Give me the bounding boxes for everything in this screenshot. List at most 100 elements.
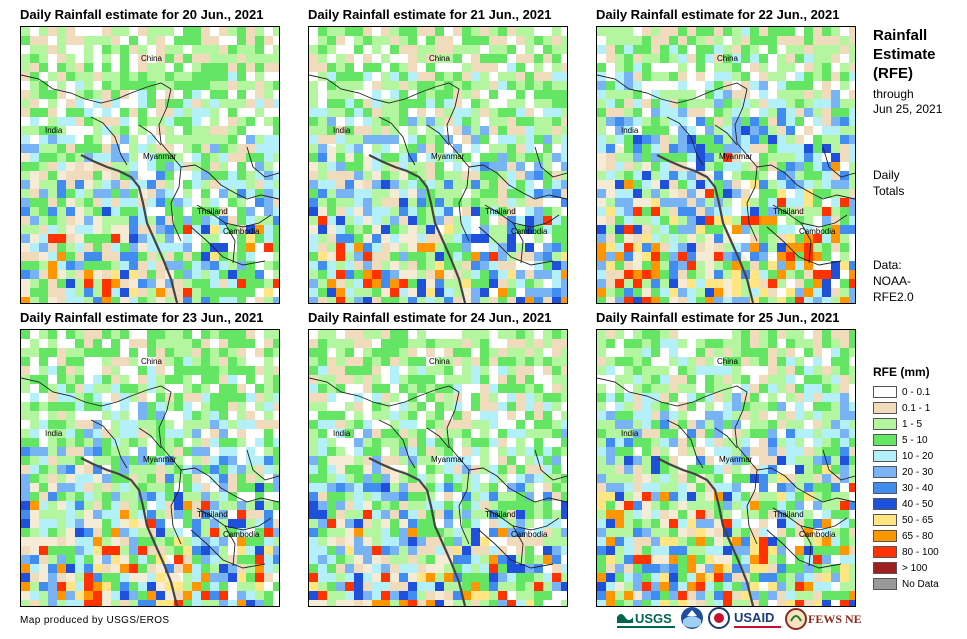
noaa-logo (681, 607, 703, 629)
map-label-cambodia: Cambodia (511, 227, 548, 236)
map-label-thailand: Thailand (197, 207, 228, 216)
legend-swatch (873, 386, 897, 398)
title-line: Estimate (873, 46, 936, 63)
map-label-china: China (717, 357, 738, 366)
map-label-cambodia: Cambodia (223, 227, 260, 236)
map-label-cambodia: Cambodia (799, 530, 836, 539)
map-label-india: India (621, 429, 639, 438)
map-label-myanmar: Myanmar (431, 455, 465, 464)
title-line: (RFE) (873, 65, 913, 82)
map-label-india: India (333, 126, 351, 135)
map-label-cambodia: Cambodia (511, 530, 548, 539)
legend-item: 50 - 65 (873, 512, 965, 528)
map-label-thailand: Thailand (485, 207, 516, 216)
legend-swatch (873, 418, 897, 430)
map-label-china: China (429, 54, 450, 63)
map-label-china: China (429, 357, 450, 366)
rainfall-field (21, 27, 279, 303)
usgs-logo-text: USGS (635, 611, 672, 626)
legend-swatch (873, 530, 897, 542)
legend: RFE (mm) 0 - 0.1 0.1 - 1 1 - 5 5 - 10 10 - 2… (873, 365, 965, 592)
legend-item: 0 - 0.1 (873, 384, 965, 400)
legend-label: 30 - 40 (902, 482, 934, 494)
legend-label: 5 - 10 (902, 434, 928, 446)
panel-title: Daily Rainfall estimate for 24 Jun., 202… (308, 310, 552, 325)
legend-item: 40 - 50 (873, 496, 965, 512)
fewsnet-logo: FEWS NET (785, 608, 861, 630)
legend-label: > 100 (902, 562, 928, 574)
source-label: NOAA- (873, 274, 912, 288)
country-borders (597, 74, 855, 303)
usaid-logo: USAID (734, 610, 781, 628)
map-label-china: China (141, 54, 162, 63)
legend-title: RFE (mm) (873, 365, 930, 379)
legend-label: No Data (902, 578, 939, 590)
map-label-myanmar: Myanmar (143, 455, 177, 464)
data-label: Data: (873, 258, 902, 272)
legend-item: 20 - 30 (873, 464, 965, 480)
sidebar-date: through Jun 25, 2021 (873, 87, 965, 117)
legend-swatch (873, 562, 897, 574)
rainfall-field (597, 330, 855, 606)
legend-swatch (873, 482, 897, 494)
legend-label: 20 - 30 (902, 466, 934, 478)
legend-label: 80 - 100 (902, 546, 939, 558)
legend-swatch (873, 498, 897, 510)
sidebar-daily: Daily Totals (873, 167, 963, 199)
map-label-myanmar: Myanmar (431, 152, 465, 161)
legend-item: > 100 (873, 560, 965, 576)
country-borders (21, 377, 279, 606)
sidebar-title: Rainfall Estimate (RFE) (873, 26, 963, 83)
legend-swatch (873, 402, 897, 414)
totals-label: Totals (873, 184, 905, 198)
country-borders (309, 74, 567, 303)
legend-swatch (873, 450, 897, 462)
title-line: Rainfall (873, 27, 928, 44)
legend-item: 80 - 100 (873, 544, 965, 560)
legend-item: No Data (873, 576, 965, 592)
legend-swatch (873, 578, 897, 590)
rainfall-field (309, 330, 567, 606)
rainfall-map: China India Myanmar Thailand Cambodia (20, 26, 280, 304)
legend-item: 10 - 20 (873, 448, 965, 464)
legend-label: 40 - 50 (902, 498, 934, 510)
daily-label: Daily (873, 168, 900, 182)
panel-title: Daily Rainfall estimate for 20 Jun., 202… (20, 7, 264, 22)
fewsnet-logo-text: FEWS NET (808, 612, 861, 626)
rainfall-map: China India Myanmar Thailand Cambodia (596, 26, 856, 304)
legend-label: 50 - 65 (902, 514, 934, 526)
legend-item: 30 - 40 (873, 480, 965, 496)
legend-swatch (873, 546, 897, 558)
map-label-thailand: Thailand (197, 510, 228, 519)
rainfall-field (21, 330, 279, 606)
sidebar-data-source: Data: NOAA- RFE2.0 (873, 257, 963, 305)
panel-title: Daily Rainfall estimate for 22 Jun., 202… (596, 7, 840, 22)
through-label: through (873, 87, 914, 101)
map-label-india: India (333, 429, 351, 438)
map-label-thailand: Thailand (773, 207, 804, 216)
legend-item: 65 - 80 (873, 528, 965, 544)
rainfall-field (309, 27, 567, 303)
rainfall-map: China India Myanmar Thailand Cambodia (596, 329, 856, 607)
rainfall-map: China India Myanmar Thailand Cambodia (308, 329, 568, 607)
rainfall-field (597, 27, 855, 303)
date-label: Jun 25, 2021 (873, 102, 943, 116)
map-label-china: China (141, 357, 162, 366)
map-label-cambodia: Cambodia (799, 227, 836, 236)
legend-label: 0 - 0.1 (902, 386, 931, 398)
country-borders (21, 74, 279, 303)
panel-title: Daily Rainfall estimate for 25 Jun., 202… (596, 310, 840, 325)
legend-swatch (873, 466, 897, 478)
map-label-cambodia: Cambodia (223, 530, 260, 539)
legend-label: 10 - 20 (902, 450, 934, 462)
legend-label: 1 - 5 (902, 418, 923, 430)
usgs-logo: USGS (617, 611, 675, 628)
legend-swatch (873, 514, 897, 526)
credit-text: Map produced by USGS/EROS (20, 615, 170, 626)
map-label-india: India (45, 126, 63, 135)
legend-swatch (873, 434, 897, 446)
usaid-logo-text: USAID (734, 610, 774, 625)
legend-label: 0.1 - 1 (902, 402, 931, 414)
map-label-thailand: Thailand (485, 510, 516, 519)
legend-item: 0.1 - 1 (873, 400, 965, 416)
